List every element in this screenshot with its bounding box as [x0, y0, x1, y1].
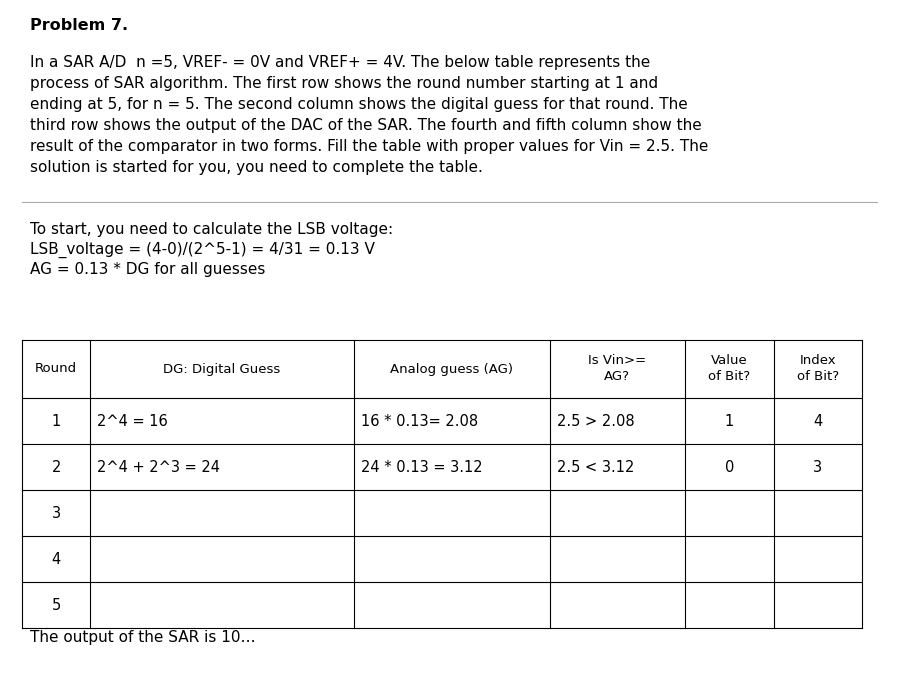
Text: 16 * 0.13= 2.08: 16 * 0.13= 2.08	[360, 413, 477, 428]
Text: 5: 5	[51, 597, 61, 612]
Text: Value: Value	[711, 355, 748, 368]
Text: DG: Digital Guess: DG: Digital Guess	[164, 362, 280, 375]
Text: In a SAR A/D  n =5, VREF- = 0V and VREF+ = 4V. The below table represents the: In a SAR A/D n =5, VREF- = 0V and VREF+ …	[30, 55, 650, 70]
Text: AG = 0.13 * DG for all guesses: AG = 0.13 * DG for all guesses	[30, 262, 265, 277]
Text: result of the comparator in two forms. Fill the table with proper values for Vin: result of the comparator in two forms. F…	[30, 139, 708, 154]
Text: Problem 7.: Problem 7.	[30, 18, 129, 33]
Text: Analog guess (AG): Analog guess (AG)	[390, 362, 513, 375]
Text: 2.5 > 2.08: 2.5 > 2.08	[556, 413, 634, 428]
Text: To start, you need to calculate the LSB voltage:: To start, you need to calculate the LSB …	[30, 222, 393, 237]
Text: process of SAR algorithm. The first row shows the round number starting at 1 and: process of SAR algorithm. The first row …	[30, 76, 658, 91]
Text: Is Vin>=: Is Vin>=	[588, 355, 646, 368]
Text: 1: 1	[725, 413, 734, 428]
Text: 1: 1	[51, 413, 61, 428]
Text: of Bit?: of Bit?	[708, 370, 751, 383]
Text: 4: 4	[814, 413, 823, 428]
Text: solution is started for you, you need to complete the table.: solution is started for you, you need to…	[30, 160, 483, 175]
Text: 24 * 0.13 = 3.12: 24 * 0.13 = 3.12	[360, 460, 482, 475]
Text: Round: Round	[35, 362, 77, 375]
Text: of Bit?: of Bit?	[797, 370, 839, 383]
Text: 4: 4	[51, 552, 61, 567]
Text: AG?: AG?	[604, 370, 630, 383]
Text: third row shows the output of the DAC of the SAR. The fourth and fifth column sh: third row shows the output of the DAC of…	[30, 118, 702, 133]
Text: 2^4 = 16: 2^4 = 16	[97, 413, 168, 428]
Text: 2^4 + 2^3 = 24: 2^4 + 2^3 = 24	[97, 460, 220, 475]
Text: The output of the SAR is 10…: The output of the SAR is 10…	[30, 630, 255, 645]
Text: 2: 2	[51, 460, 61, 475]
Text: ending at 5, for n = 5. The second column shows the digital guess for that round: ending at 5, for n = 5. The second colum…	[30, 97, 688, 112]
Text: 0: 0	[725, 460, 734, 475]
Text: 2.5 < 3.12: 2.5 < 3.12	[556, 460, 634, 475]
Text: 3: 3	[814, 460, 823, 475]
Text: Index: Index	[799, 355, 836, 368]
Text: LSB_voltage = (4-0)/(2^5-1) = 4/31 = 0.13 V: LSB_voltage = (4-0)/(2^5-1) = 4/31 = 0.1…	[30, 242, 375, 258]
Text: 3: 3	[51, 505, 61, 520]
